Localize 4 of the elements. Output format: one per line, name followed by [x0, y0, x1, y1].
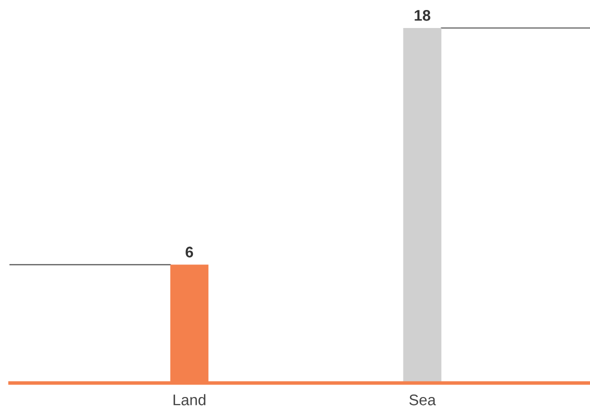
x-tick-label: Sea	[409, 394, 436, 406]
data-label: 6	[186, 246, 194, 258]
data-label: 18	[414, 10, 430, 21]
x-tick-label: Land	[174, 394, 206, 406]
